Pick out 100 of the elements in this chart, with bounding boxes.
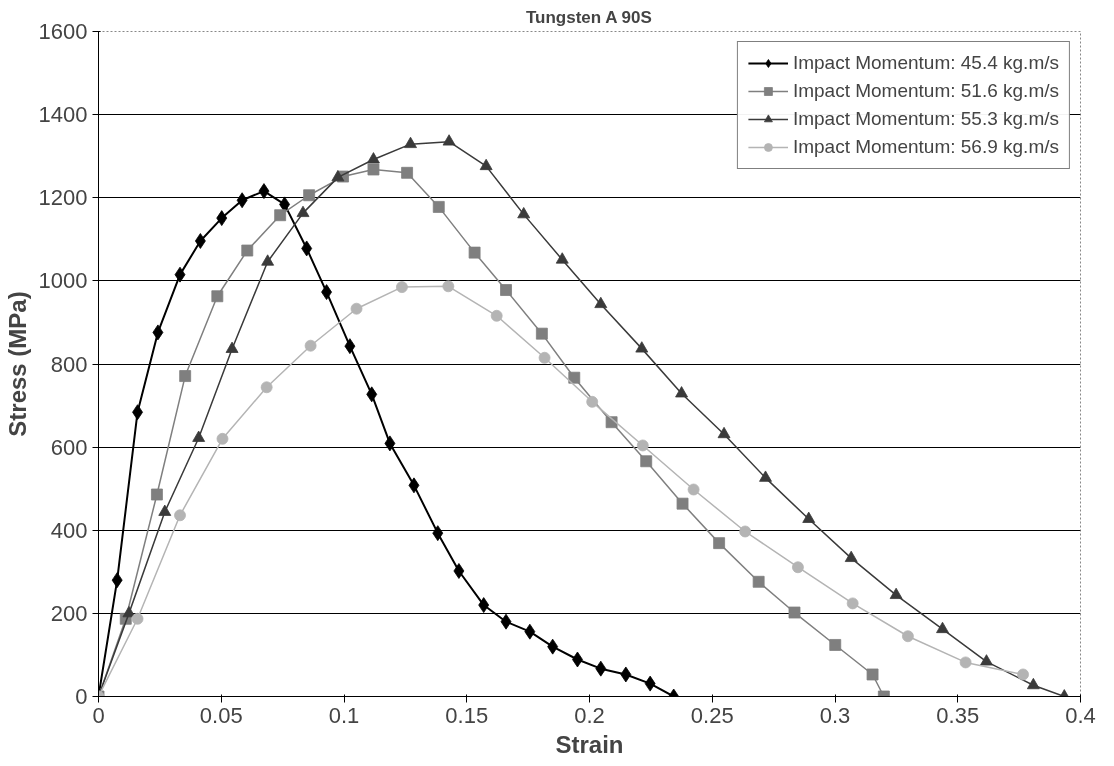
point — [408, 477, 420, 494]
point — [442, 134, 456, 146]
point — [152, 324, 164, 341]
point — [547, 638, 559, 655]
x-tick-label: 0.1 — [328, 702, 360, 728]
x-tick-label: 0.05 — [199, 702, 243, 728]
x-tick-label: 0.35 — [936, 702, 980, 728]
x-tick-label: 0.2 — [574, 702, 605, 728]
point — [717, 426, 731, 439]
point — [432, 200, 445, 213]
point — [111, 572, 123, 589]
point — [304, 339, 317, 352]
chart-title: Tungsten A 90S — [525, 7, 652, 27]
point — [303, 189, 316, 202]
point — [192, 430, 206, 442]
point — [151, 488, 163, 501]
point — [687, 483, 700, 496]
point — [261, 254, 275, 266]
point — [296, 205, 310, 217]
x-tick-label: 0 — [92, 702, 105, 728]
point — [490, 309, 503, 322]
point — [131, 612, 144, 625]
point — [260, 381, 273, 394]
point — [179, 370, 192, 382]
point — [122, 606, 136, 618]
point — [936, 621, 949, 634]
x-tick-label: 0.3 — [819, 702, 851, 728]
point — [636, 439, 649, 452]
point — [432, 525, 444, 542]
point — [194, 233, 206, 249]
x-tick-label: 0.4 — [1065, 702, 1096, 728]
point — [174, 509, 186, 522]
point — [331, 170, 345, 182]
y-tick-label: 1600 — [38, 19, 88, 44]
x-tick-label: 0.15 — [445, 702, 489, 728]
point — [174, 266, 186, 283]
y-tick-label: 400 — [50, 517, 88, 543]
y-tick-label: 1000 — [38, 268, 88, 294]
legend-label: Impact Momentum: 45.4 kg.m/s — [792, 52, 1059, 74]
point — [620, 666, 632, 683]
point — [829, 639, 842, 651]
point — [479, 158, 493, 171]
point — [535, 327, 548, 340]
y-tick-label: 200 — [50, 600, 88, 626]
point — [367, 152, 380, 164]
point — [384, 435, 396, 452]
point — [980, 654, 993, 666]
point — [538, 351, 551, 364]
point — [644, 675, 656, 692]
point — [555, 252, 569, 264]
y-tick-label: 1200 — [38, 185, 88, 211]
point — [216, 432, 229, 445]
y-tick-label: 800 — [50, 351, 88, 377]
point — [902, 630, 914, 643]
point — [216, 210, 228, 227]
point — [274, 209, 287, 222]
point — [442, 280, 455, 293]
y-axis-title: Stress (MPa) — [3, 291, 31, 437]
point — [367, 163, 380, 176]
point — [453, 563, 465, 579]
point — [635, 341, 649, 353]
point — [404, 136, 417, 148]
point — [258, 183, 270, 199]
legend-label: Impact Momentum: 51.6 kg.m/s — [792, 80, 1059, 102]
point — [517, 207, 531, 219]
point — [889, 587, 903, 599]
point — [301, 240, 313, 257]
point — [396, 281, 408, 293]
point — [468, 246, 481, 259]
point — [713, 537, 726, 550]
point — [759, 470, 772, 482]
point — [866, 668, 879, 681]
point — [500, 284, 512, 296]
point — [236, 192, 248, 209]
y-tick-label: 0 — [75, 684, 88, 709]
y-tick-label: 1400 — [38, 102, 88, 128]
point — [675, 386, 688, 398]
point — [344, 338, 356, 355]
point — [676, 497, 689, 510]
point — [959, 656, 972, 669]
point — [500, 613, 512, 630]
point — [158, 504, 172, 516]
point — [211, 290, 224, 303]
point — [739, 525, 752, 538]
point — [594, 296, 608, 309]
point — [595, 660, 607, 677]
point — [401, 166, 413, 179]
point — [568, 371, 581, 384]
point — [524, 623, 536, 640]
point — [350, 302, 363, 315]
legend-label: Impact Momentum: 55.3 kg.m/s — [792, 108, 1059, 130]
point — [225, 341, 239, 353]
point — [844, 550, 858, 562]
point — [792, 561, 804, 574]
point — [1026, 677, 1040, 690]
point — [1017, 668, 1029, 681]
x-tick-label: 0.25 — [690, 702, 734, 728]
point — [478, 597, 490, 613]
point — [241, 244, 254, 257]
legend-label: Impact Momentum: 56.9 kg.m/s — [792, 136, 1059, 158]
